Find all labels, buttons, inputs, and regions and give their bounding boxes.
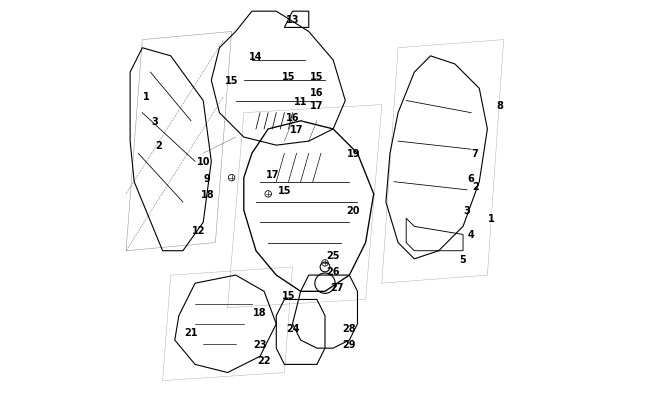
Text: 18: 18 bbox=[254, 307, 267, 317]
Text: 15: 15 bbox=[310, 72, 324, 82]
Text: 3: 3 bbox=[463, 206, 471, 215]
Text: 13: 13 bbox=[286, 15, 299, 25]
Text: 27: 27 bbox=[330, 283, 344, 292]
Text: 8: 8 bbox=[496, 100, 503, 110]
Text: 12: 12 bbox=[192, 226, 206, 236]
Text: 16: 16 bbox=[310, 88, 324, 98]
Text: 1: 1 bbox=[143, 92, 150, 102]
Text: 17: 17 bbox=[290, 125, 304, 134]
Text: 26: 26 bbox=[326, 266, 340, 276]
Text: 3: 3 bbox=[151, 117, 158, 126]
Text: 28: 28 bbox=[343, 323, 356, 333]
Text: 17: 17 bbox=[310, 100, 324, 110]
Text: 2: 2 bbox=[472, 181, 478, 191]
Text: 16: 16 bbox=[286, 113, 299, 122]
Text: 15: 15 bbox=[281, 72, 295, 82]
Text: 14: 14 bbox=[249, 52, 263, 62]
Text: 11: 11 bbox=[294, 96, 307, 106]
Text: 21: 21 bbox=[184, 327, 198, 337]
Text: 9: 9 bbox=[204, 173, 211, 183]
Text: 1: 1 bbox=[488, 214, 495, 224]
Text: 24: 24 bbox=[286, 323, 299, 333]
Text: 20: 20 bbox=[346, 206, 360, 215]
Text: 7: 7 bbox=[472, 149, 478, 159]
Text: 17: 17 bbox=[265, 169, 279, 179]
Text: 15: 15 bbox=[225, 76, 239, 86]
Text: 10: 10 bbox=[196, 157, 210, 167]
Text: 15: 15 bbox=[278, 185, 291, 195]
Text: 5: 5 bbox=[460, 254, 467, 264]
Text: 2: 2 bbox=[155, 141, 162, 151]
Text: 25: 25 bbox=[326, 250, 340, 260]
Text: 18: 18 bbox=[200, 190, 214, 199]
Text: 29: 29 bbox=[343, 339, 356, 349]
Text: 15: 15 bbox=[281, 291, 295, 301]
Text: 4: 4 bbox=[468, 230, 474, 240]
Text: 22: 22 bbox=[257, 356, 271, 365]
Text: 23: 23 bbox=[254, 339, 266, 349]
Text: 19: 19 bbox=[346, 149, 360, 159]
Text: 6: 6 bbox=[468, 173, 474, 183]
